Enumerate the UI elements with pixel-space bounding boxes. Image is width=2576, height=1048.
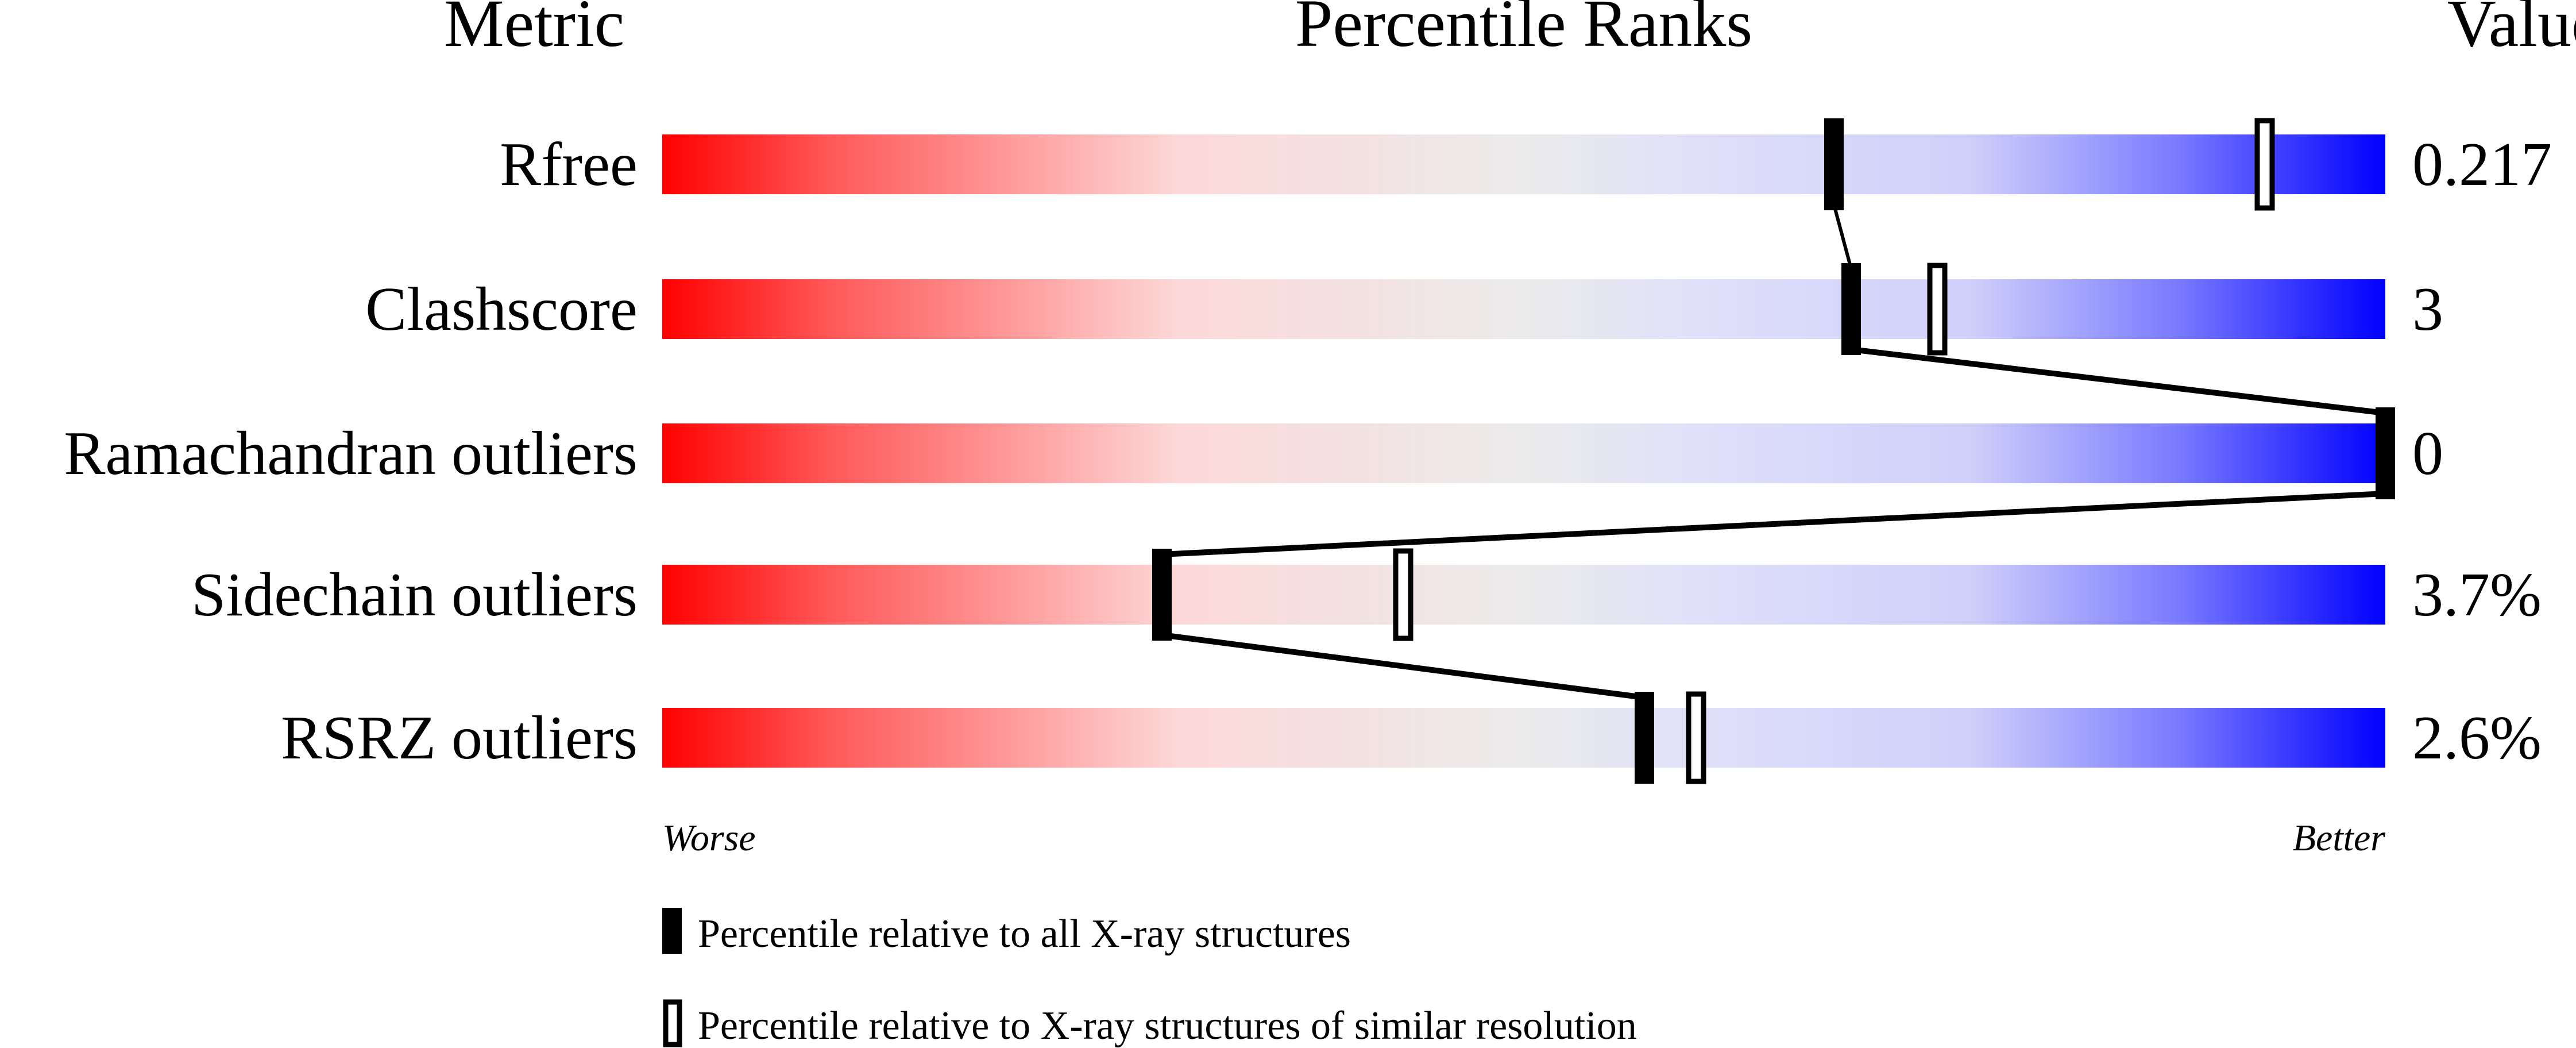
marker-all-structures xyxy=(1841,263,1861,355)
metric-label: RSRZ outliers xyxy=(281,704,638,772)
percentile-bar xyxy=(662,423,2385,483)
marker-all-structures xyxy=(1152,549,1172,641)
percentile-bar xyxy=(662,134,2385,194)
marker-similar-resolution xyxy=(2254,118,2275,211)
metric-label: Rfree xyxy=(500,130,638,199)
better-label: Better xyxy=(2293,817,2386,859)
marker-all-structures xyxy=(1635,692,1654,784)
connector-line xyxy=(1161,632,1645,700)
percentile-bar xyxy=(662,279,2385,339)
metric-value: 0.217 xyxy=(2412,130,2552,199)
metric-label: Ramachandran outliers xyxy=(64,419,638,488)
marker-similar-resolution xyxy=(1686,691,1706,784)
legend-open-marker-icon xyxy=(663,999,682,1047)
metric-label: Sidechain outliers xyxy=(191,561,638,629)
legend-similar: Percentile relative to X-ray structures … xyxy=(698,1004,1637,1048)
marker-all-structures xyxy=(1824,118,1844,210)
connector-line xyxy=(1851,346,2386,416)
metric-value: 3.7% xyxy=(2412,561,2542,629)
connector-line xyxy=(1832,204,1853,269)
legend-filled-marker-icon xyxy=(662,908,682,954)
marker-all-structures xyxy=(2376,407,2395,499)
percentile-bar xyxy=(662,565,2385,625)
metric-value: 2.6% xyxy=(2412,704,2542,772)
percentile-bar xyxy=(662,708,2385,768)
header-percentile: Percentile Ranks xyxy=(1295,0,1752,61)
header-metric: Metric xyxy=(444,0,625,61)
connector-line xyxy=(1161,491,2386,557)
metric-value: 0 xyxy=(2412,419,2443,488)
marker-similar-resolution xyxy=(1393,548,1413,641)
metric-value: 3 xyxy=(2412,275,2443,344)
metric-label: Clashscore xyxy=(365,275,638,344)
worse-label: Worse xyxy=(662,817,756,859)
marker-similar-resolution xyxy=(1927,263,1948,356)
legend-all: Percentile relative to all X-ray structu… xyxy=(698,912,1351,956)
header-value: Value xyxy=(2447,0,2576,61)
